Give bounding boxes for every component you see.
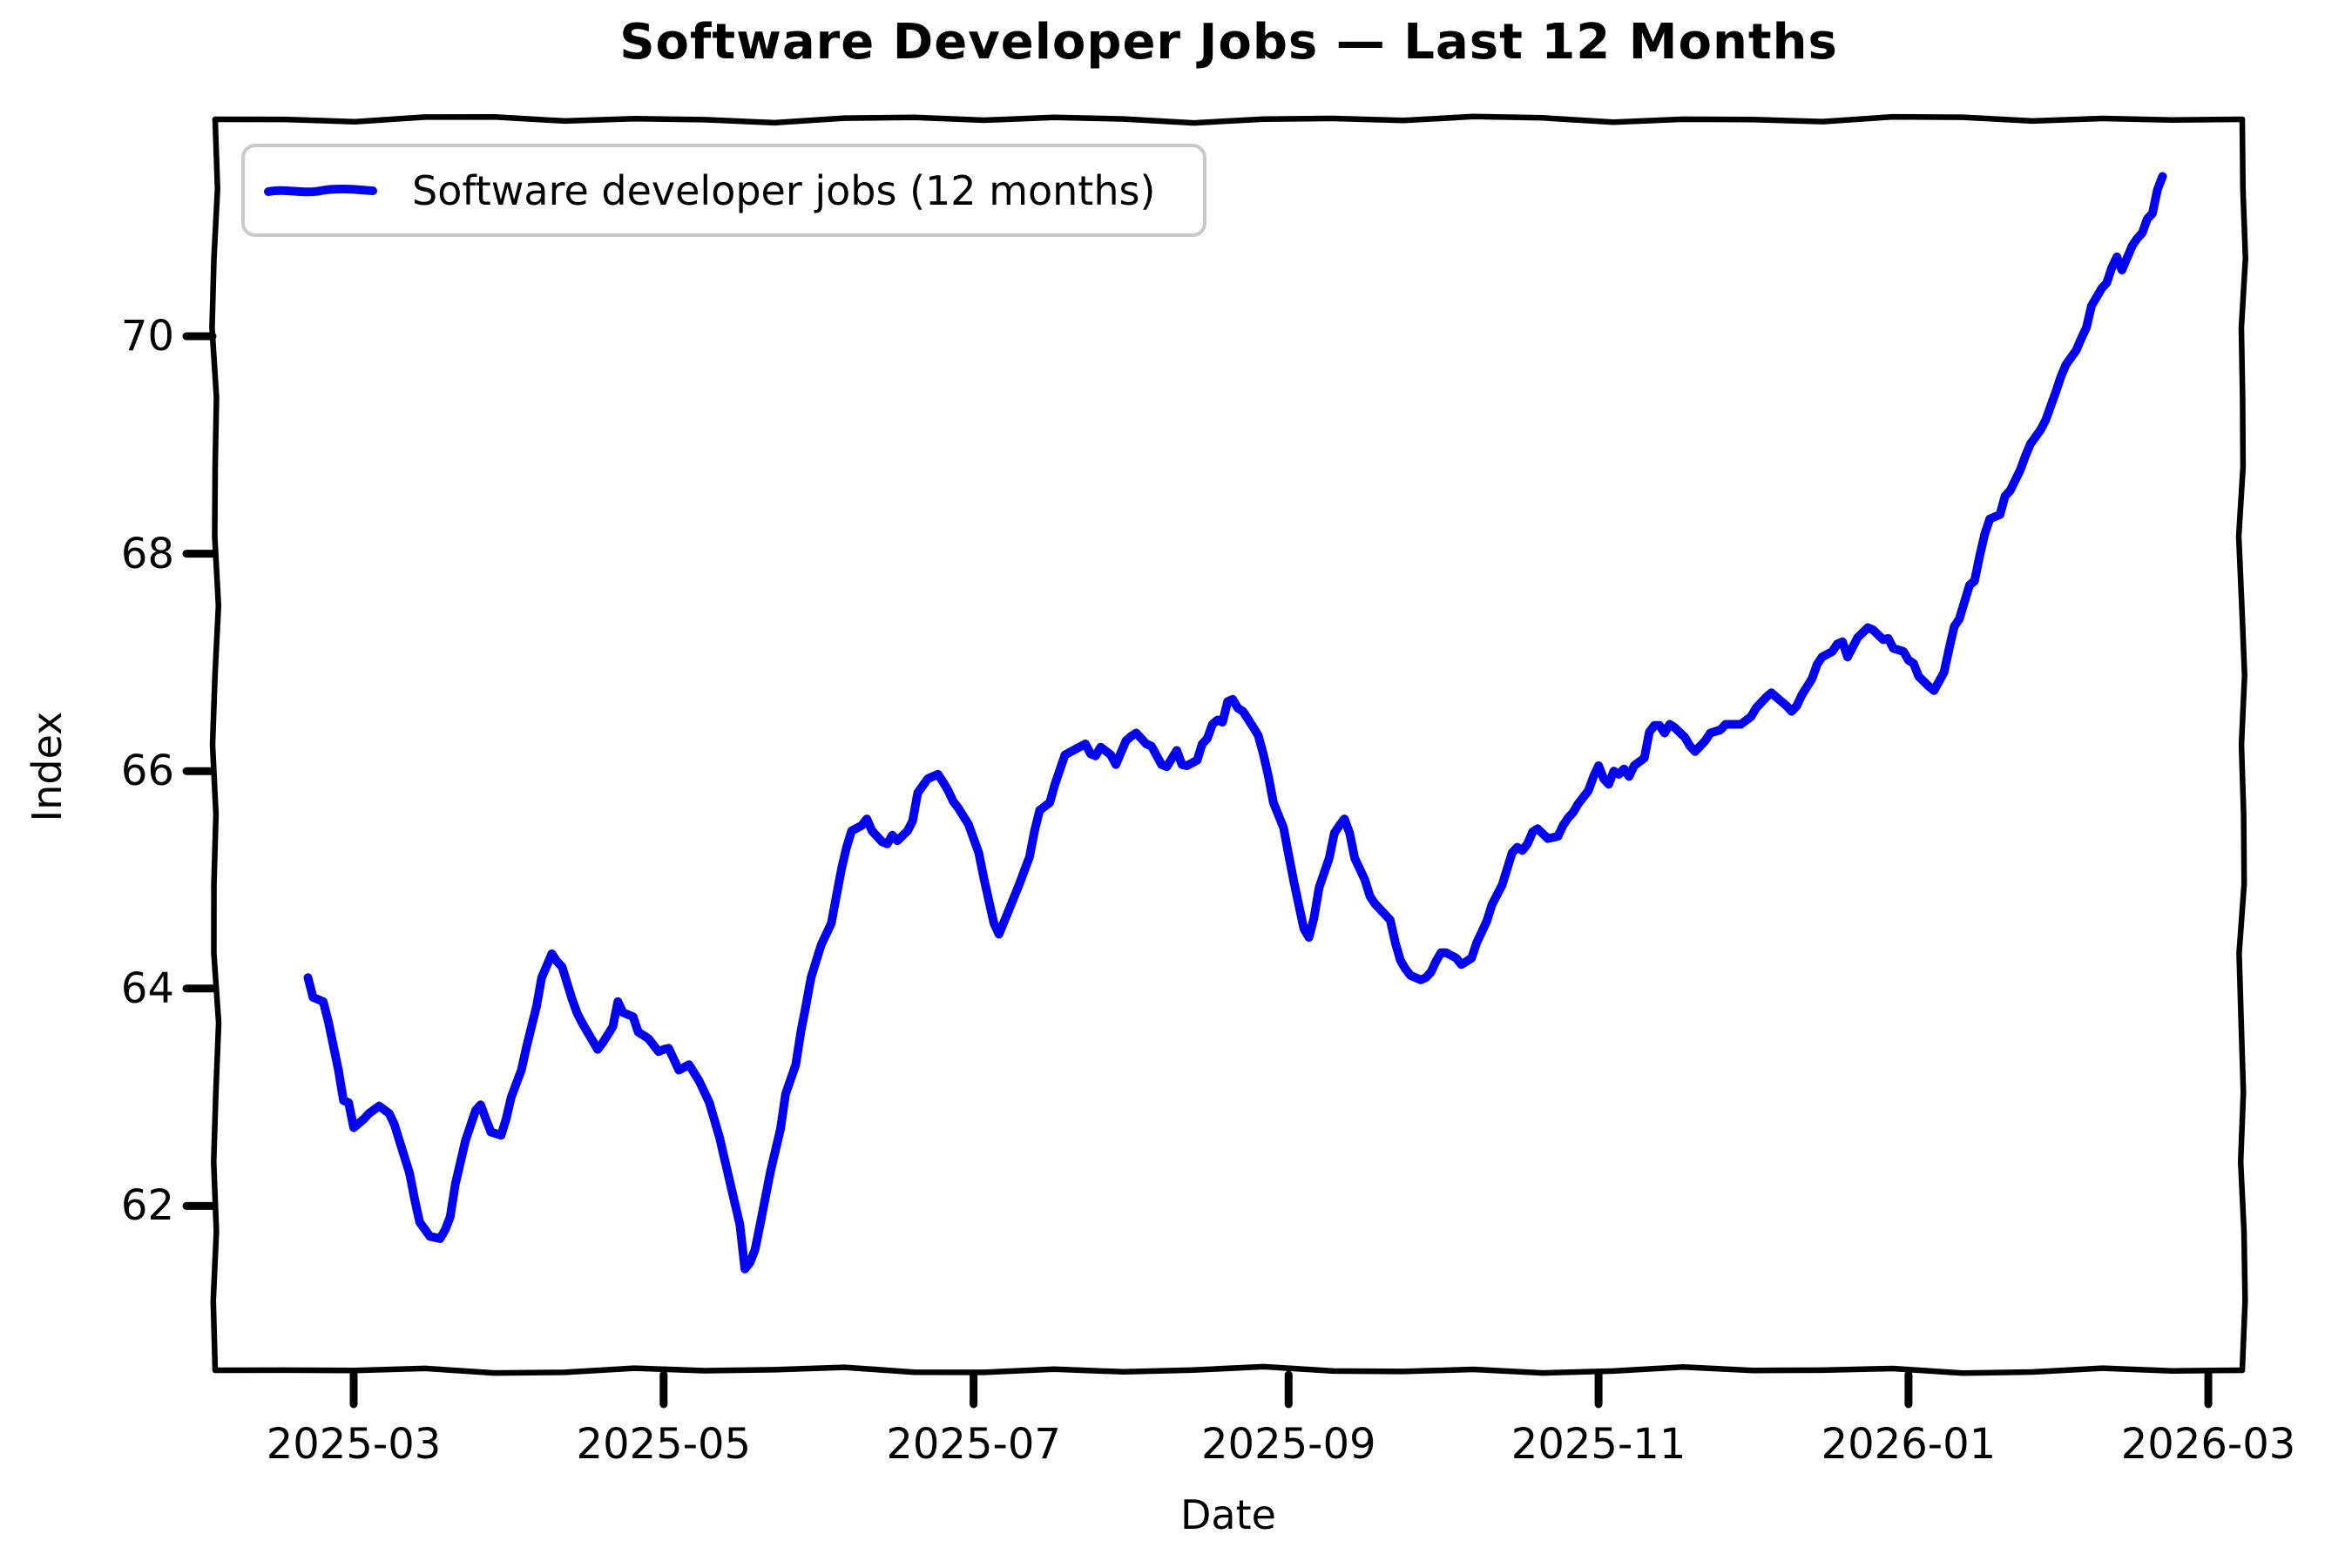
legend-line-sample-icon bbox=[264, 184, 377, 196]
x-tick-label: 2025-11 bbox=[1511, 1420, 1686, 1469]
chart-title: Software Developer Jobs — Last 12 Months bbox=[619, 14, 1838, 71]
x-tick-label: 2026-03 bbox=[2120, 1420, 2296, 1469]
x-tick-label: 2025-07 bbox=[886, 1420, 1061, 1469]
x-tick-label: 2026-01 bbox=[1821, 1420, 1997, 1469]
y-tick-label: 68 bbox=[120, 529, 174, 578]
axis-spine bbox=[2235, 116, 2248, 1374]
y-tick-label: 70 bbox=[120, 312, 174, 361]
x-tick-label: 2025-03 bbox=[266, 1420, 442, 1469]
x-tick-label: 2025-05 bbox=[576, 1420, 752, 1469]
legend-box: Software developer jobs (12 months) bbox=[241, 144, 1206, 237]
x-axis-label: Date bbox=[1180, 1491, 1276, 1538]
legend-label: Software developer jobs (12 months) bbox=[412, 166, 1156, 214]
x-tick-label: 2025-09 bbox=[1200, 1420, 1376, 1469]
y-tick-label: 66 bbox=[120, 747, 174, 796]
axis-spine bbox=[209, 116, 222, 1374]
y-tick-label: 64 bbox=[120, 963, 174, 1013]
y-tick-label: 62 bbox=[120, 1181, 174, 1231]
data-line-software-developer-jobs-12-months- bbox=[303, 172, 2167, 1274]
axis-spine bbox=[212, 113, 2246, 126]
axis-spine bbox=[212, 1363, 2246, 1376]
